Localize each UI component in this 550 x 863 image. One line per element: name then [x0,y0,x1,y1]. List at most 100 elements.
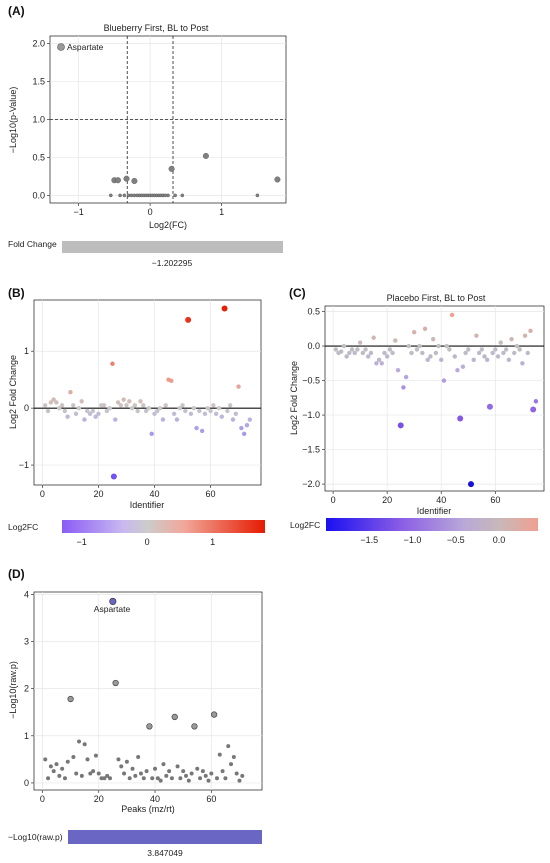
data-point [382,350,387,356]
colorbar-tick-label: −1 [77,537,87,547]
data-point [155,408,160,414]
data-point [118,403,124,408]
data-point [237,778,242,783]
x-tick-label: −1 [73,207,83,217]
data-point [387,347,393,352]
data-point [43,757,48,762]
data-point [414,347,420,352]
data-point [206,778,211,783]
data-point [43,403,48,408]
data-point [466,347,471,352]
data-point [347,350,352,356]
panel-c-points [333,312,539,488]
panel-a-y-ticks: 0.0 0.5 1.0 1.5 2.0 [32,39,50,200]
data-point [195,766,200,771]
data-point [132,403,138,408]
data-point [138,771,143,776]
data-point [79,399,84,404]
data-point [420,350,425,356]
data-point [48,400,54,405]
panel-b: (B) 0 20 40 60 −1 0 1 Identifier Log2 Fold Ch… [8,286,265,547]
data-point [135,408,140,414]
y-tick-label: 0.0 [307,341,320,351]
data-point [233,411,238,417]
x-tick-label: 40 [150,794,160,804]
data-point [205,405,210,411]
data-point [93,414,98,419]
colorbar-tick-label: −1.0 [404,535,422,545]
data-point [67,695,74,703]
data-point [241,431,247,436]
data-point [160,417,166,422]
x-tick-label: 60 [490,495,500,505]
data-point [409,350,414,356]
data-point [73,411,79,417]
data-point [368,350,374,356]
data-point [180,193,185,198]
data-point [476,350,482,356]
data-point [240,773,245,778]
data-point [471,357,476,363]
data-point [184,773,188,778]
data-point [171,411,177,417]
x-tick-label: 20 [94,794,104,804]
data-point [447,347,452,352]
data-point [506,357,512,363]
data-point [71,403,76,408]
data-point [169,378,174,384]
panel-c-colorbar-label: Log2FC [290,520,320,530]
data-point [46,776,51,781]
data-point [177,405,182,411]
data-point [221,305,228,312]
data-point [209,771,214,776]
data-point [522,333,528,338]
data-point [113,417,118,422]
data-point [341,343,347,349]
data-point [210,711,218,718]
panel-b-x-ticks: 0 20 40 60 [40,485,216,499]
panel-a-points [108,152,281,198]
data-point [110,361,115,366]
data-point [127,399,132,404]
data-point [360,350,366,356]
data-point [57,405,62,411]
data-point [129,405,135,411]
panel-b-plot-area [33,299,262,486]
data-point [226,744,231,749]
data-point [114,177,121,184]
data-point [124,403,129,408]
panel-d-annotation: Aspartate [94,604,131,614]
data-point [214,776,219,781]
data-point [178,776,183,781]
panel-a-legend-label: Aspartate [67,42,104,52]
data-point [88,771,93,776]
data-point [417,343,422,349]
data-point [441,378,447,383]
data-point [130,766,135,771]
data-point [51,397,56,402]
panel-d-x-ticks: 0 20 40 60 [40,790,216,804]
data-point [468,481,474,488]
panel-d-bar-value: 3.847049 [147,848,183,858]
data-point [188,411,194,417]
y-tick-label: −1 [19,460,29,470]
data-point [76,405,82,411]
data-point [167,769,172,774]
data-point [449,312,455,318]
y-tick-label: −2.0 [302,479,320,489]
data-point [455,367,460,373]
panel-d-points [43,597,245,783]
data-point [376,357,382,363]
data-point [503,347,509,352]
data-point [127,776,132,781]
data-point [433,350,439,356]
y-tick-label: 1 [24,346,29,356]
colorbar-tick-label: −0.5 [447,535,465,545]
data-point [457,415,464,422]
panel-c-colorbar [326,518,538,531]
panel-c-xlabel: Identifier [417,506,452,516]
data-point [155,776,160,781]
panel-d-grid [34,592,262,790]
data-point [146,723,153,730]
x-tick-label: 20 [382,495,392,505]
